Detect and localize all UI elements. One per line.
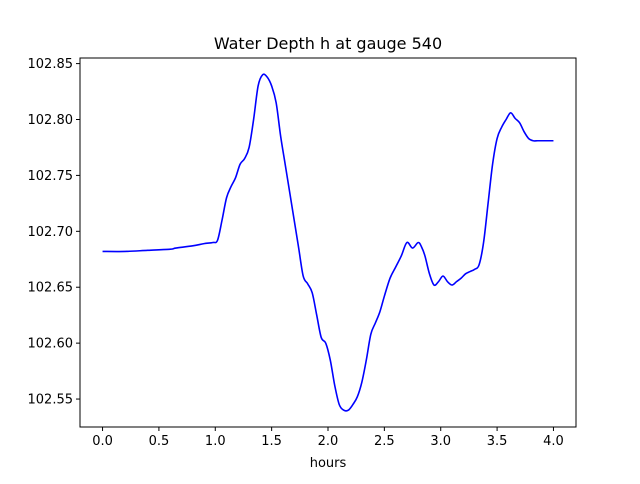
series-layer [102, 73, 554, 412]
series-line [102, 73, 554, 412]
y-tick-label: 102.80 [28, 113, 74, 128]
x-axis-ticks: 0.0 0.5 1.0 1.5 2.0 2.5 3.0 3.5 4.0 [92, 427, 564, 449]
x-tick-label: 0.0 [92, 434, 113, 449]
y-tick-label: 102.70 [28, 225, 74, 240]
x-tick-label: 2.0 [318, 434, 339, 449]
x-tick-label: 4.0 [543, 434, 564, 449]
x-tick-label: 3.0 [430, 434, 451, 449]
x-tick-label: 0.5 [149, 434, 170, 449]
x-tick-label: 1.0 [205, 434, 226, 449]
y-tick-label: 102.65 [28, 281, 74, 296]
x-tick-label: 3.5 [487, 434, 508, 449]
y-tick-label: 102.60 [28, 337, 74, 352]
x-tick-label: 1.5 [261, 434, 282, 449]
plot-frame [79, 57, 577, 428]
y-axis-ticks: 102.55 102.60 102.65 102.70 102.75 102.80 102.… [28, 57, 80, 408]
x-axis-label: hours [310, 456, 347, 471]
x-tick-label: 2.5 [374, 434, 395, 449]
y-tick-label: 102.75 [28, 169, 74, 184]
y-tick-label: 102.55 [28, 393, 74, 408]
y-tick-label: 102.85 [28, 57, 74, 72]
chart-title: Water Depth h at gauge 540 [214, 34, 442, 53]
